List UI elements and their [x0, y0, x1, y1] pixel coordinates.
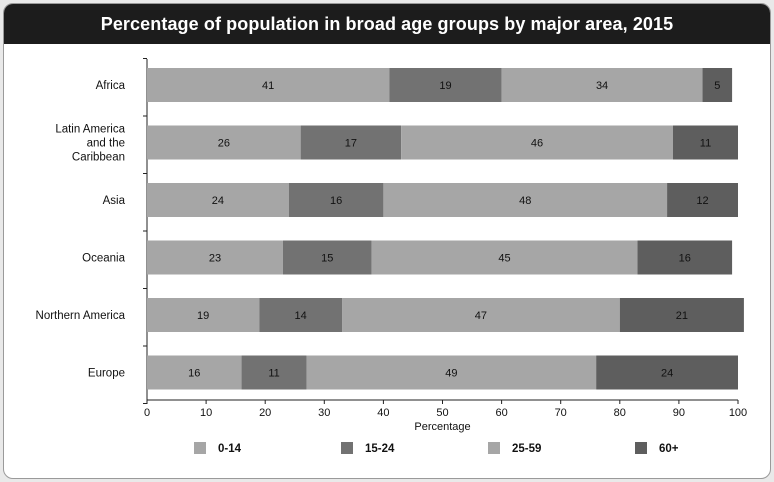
- data-label: 34: [596, 80, 608, 92]
- x-tick-label: 60: [495, 407, 507, 419]
- data-label: 48: [519, 195, 531, 207]
- bar-segment: [401, 125, 673, 160]
- x-tick-label: 10: [200, 407, 212, 419]
- data-label: 11: [268, 368, 279, 380]
- bar-segment: [637, 240, 733, 275]
- bar-segment: [147, 240, 283, 275]
- legend-label: 25-59: [512, 443, 541, 455]
- legend-label: 15-24: [365, 443, 395, 455]
- bar-segment: [147, 298, 260, 332]
- bar-segment: [672, 125, 738, 160]
- data-label: 16: [679, 253, 691, 265]
- legend-label: 0-14: [218, 443, 242, 455]
- category-label: Asia: [103, 195, 126, 207]
- legend-swatch: [194, 442, 206, 454]
- category-label: Europe: [88, 368, 125, 380]
- data-label: 46: [531, 138, 543, 150]
- x-tick-label: 0: [144, 407, 150, 419]
- bar-segment: [259, 298, 343, 332]
- bar-segment: [383, 183, 668, 217]
- data-label: 12: [696, 195, 708, 207]
- x-tick-label: 90: [673, 407, 685, 419]
- chart-plot: 0 10 20 30 40 50 60 70 80 90 100 Percentage Africa 41…: [36, 58, 747, 455]
- bar-segment: [288, 183, 384, 217]
- data-label: 14: [295, 310, 307, 322]
- bar-segment: [241, 355, 307, 390]
- data-label: 47: [475, 310, 487, 322]
- category-label: Oceania: [82, 253, 125, 265]
- category-label: Africa: [96, 80, 126, 92]
- bar-segment: [282, 240, 372, 275]
- bar-segment: [667, 183, 738, 217]
- legend-swatch: [488, 442, 500, 454]
- bar-segment: [306, 355, 597, 390]
- data-label: 21: [676, 310, 688, 322]
- bar-segment: [147, 355, 242, 390]
- x-tick-label: 80: [614, 407, 626, 419]
- data-label: 24: [212, 195, 224, 207]
- legend-swatch: [341, 442, 353, 454]
- bar-segment: [300, 125, 402, 160]
- data-label: 49: [445, 368, 457, 380]
- bar-segment: [389, 68, 502, 102]
- x-tick-label: 40: [377, 407, 389, 419]
- legend-label: 60+: [659, 443, 679, 455]
- data-label: 16: [188, 368, 200, 380]
- bar-segment: [619, 298, 744, 332]
- bar-segment: [147, 125, 301, 160]
- bar-segment: [342, 298, 620, 332]
- data-label: 23: [209, 253, 221, 265]
- data-label: 19: [439, 80, 451, 92]
- x-tick-label: 100: [729, 407, 747, 419]
- x-tick-label: 50: [436, 407, 448, 419]
- bar-segment: [147, 183, 289, 217]
- bar-segment: [501, 68, 703, 102]
- bar-segment: [702, 68, 733, 102]
- bar-segment: [371, 240, 638, 275]
- data-label: 16: [330, 195, 342, 207]
- data-label: 11: [700, 138, 711, 150]
- data-label: 15: [321, 253, 333, 265]
- chart-title: Percentage of population in broad age gr…: [4, 4, 770, 44]
- legend-swatch: [635, 442, 647, 454]
- data-label: 26: [218, 138, 230, 150]
- category-label: Latin America and the Caribbean: [55, 124, 125, 164]
- bar-segment: [147, 68, 390, 102]
- data-label: 41: [262, 80, 274, 92]
- chart-frame: Percentage of population in broad age gr…: [3, 3, 771, 479]
- data-label: 17: [345, 138, 357, 150]
- x-tick-label: 20: [259, 407, 271, 419]
- data-label: 45: [498, 253, 510, 265]
- data-label: 19: [197, 310, 209, 322]
- data-label: 5: [714, 80, 720, 92]
- x-tick-label: 70: [555, 407, 567, 419]
- category-label: Northern America: [36, 310, 126, 322]
- bar-segment: [596, 355, 738, 390]
- x-tick-label: 30: [318, 407, 330, 419]
- data-label: 24: [661, 368, 673, 380]
- x-axis-title: Percentage: [414, 421, 470, 433]
